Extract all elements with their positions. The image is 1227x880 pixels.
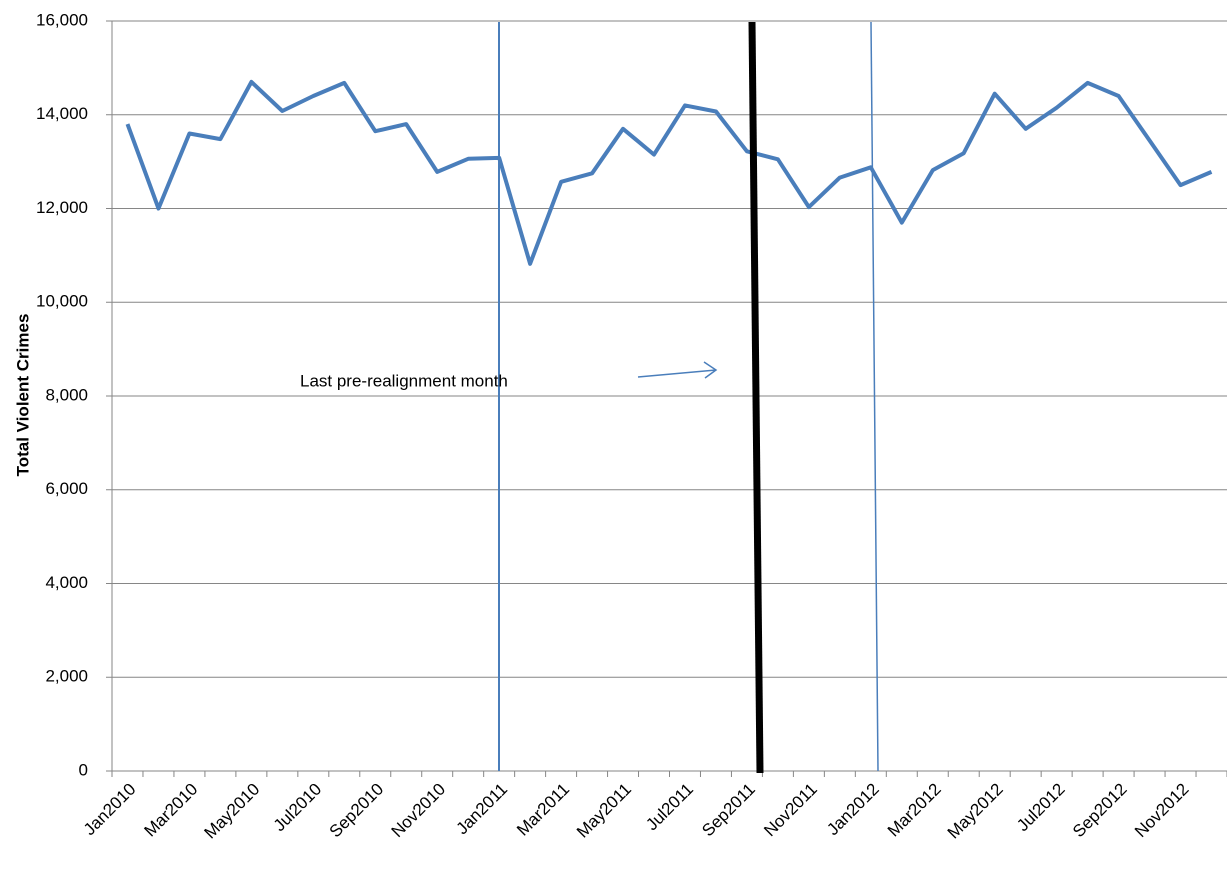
x-tick-label: Mar2010 xyxy=(141,780,202,841)
annotation-arrowhead xyxy=(703,361,718,379)
x-tick-label: Jul2011 xyxy=(642,780,697,835)
annotation: Last pre-realignment month xyxy=(300,371,508,390)
annotation-arrow xyxy=(637,369,717,378)
y-tick-label: 0 xyxy=(79,760,88,779)
x-tick-label: Jul2010 xyxy=(270,780,326,836)
x-tick-label: May2010 xyxy=(200,780,263,843)
x-tick-label: Jan2011 xyxy=(452,780,511,839)
x-tick-label: Jan2012 xyxy=(823,780,883,840)
x-tick-label: Nov2012 xyxy=(1131,780,1193,842)
reference-line xyxy=(870,21,879,772)
realignment-line xyxy=(748,21,764,774)
y-tick-label: 16,000 xyxy=(36,10,88,29)
y-tick-label: 14,000 xyxy=(36,104,88,123)
y-tick-label: 10,000 xyxy=(36,292,88,311)
x-tick-label: Sep2010 xyxy=(326,780,388,842)
x-tick-label: Jul2012 xyxy=(1013,780,1069,836)
x-tick-label: Nov2010 xyxy=(388,780,450,842)
y-tick-label: 12,000 xyxy=(36,198,88,217)
y-tick-label: 2,000 xyxy=(45,667,88,686)
reference-lines xyxy=(498,21,879,772)
x-tick-label: Jan2010 xyxy=(80,780,140,840)
y-tick-label: 4,000 xyxy=(45,573,88,592)
y-tick-label: 8,000 xyxy=(45,385,88,404)
x-tick-label: Sep2011 xyxy=(698,780,759,841)
series-line xyxy=(125,79,1213,266)
y-axis-title: Total Violent Crimes xyxy=(13,314,32,477)
x-tick-label: May2011 xyxy=(573,780,635,842)
y-tick-label: 6,000 xyxy=(45,479,88,498)
plot xyxy=(125,79,1213,266)
x-tick-label: Mar2011 xyxy=(513,780,573,840)
x-tick-label: Mar2012 xyxy=(884,780,945,841)
x-tick-label: Sep2012 xyxy=(1069,780,1131,842)
x-tick-label: May2012 xyxy=(944,780,1007,843)
x-tick-label: Nov2011 xyxy=(760,780,821,841)
